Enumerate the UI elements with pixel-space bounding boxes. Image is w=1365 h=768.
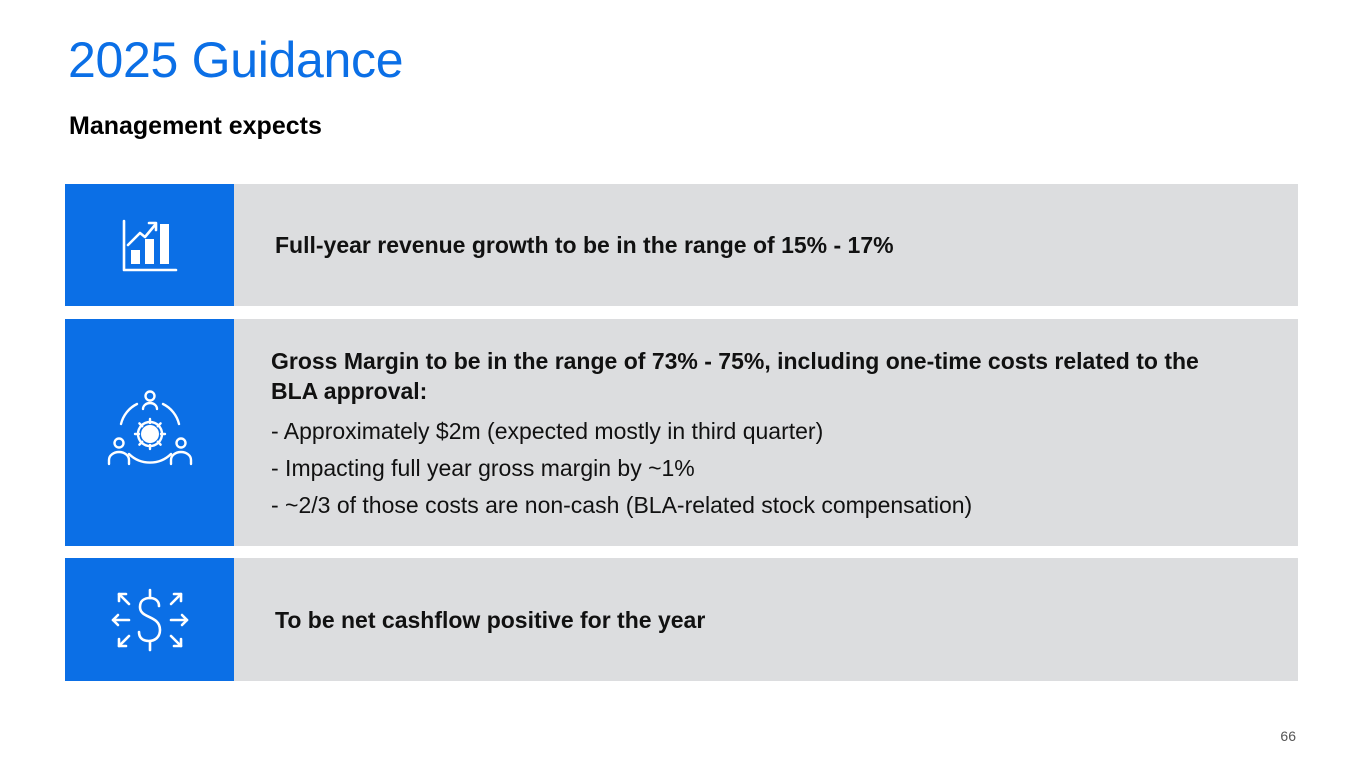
guidance-headline: Gross Margin to be in the range of 73% -…	[271, 347, 1199, 404]
guidance-content: To be net cashflow positive for the year	[234, 558, 1298, 681]
guidance-row-gross-margin: Gross Margin to be in the range of 73% -…	[65, 319, 1298, 546]
guidance-row-cashflow: To be net cashflow positive for the year	[65, 558, 1298, 681]
dollar-cashflow-icon	[107, 584, 193, 656]
guidance-content: Full-year revenue growth to be in the ra…	[234, 184, 1298, 306]
guidance-row-revenue: Full-year revenue growth to be in the ra…	[65, 184, 1298, 306]
page-title: 2025 Guidance	[68, 32, 404, 88]
guidance-headline: To be net cashflow positive for the year	[275, 606, 706, 633]
guidance-bullet: - ~2/3 of those costs are non-cash (BLA-…	[271, 491, 973, 518]
guidance-content: Gross Margin to be in the range of 73% -…	[234, 319, 1298, 546]
bar-chart-growth-icon	[120, 215, 180, 275]
team-gear-icon	[105, 388, 195, 478]
icon-tile	[65, 319, 234, 546]
icon-tile	[65, 184, 234, 306]
guidance-headline: Full-year revenue growth to be in the ra…	[275, 232, 894, 258]
page-number: 66	[1280, 728, 1296, 744]
page-subtitle: Management expects	[69, 112, 322, 140]
guidance-bullet: - Approximately $2m (expected mostly in …	[271, 417, 824, 444]
guidance-bullet: - Impacting full year gross margin by ~1…	[271, 454, 695, 481]
icon-tile	[65, 558, 234, 681]
